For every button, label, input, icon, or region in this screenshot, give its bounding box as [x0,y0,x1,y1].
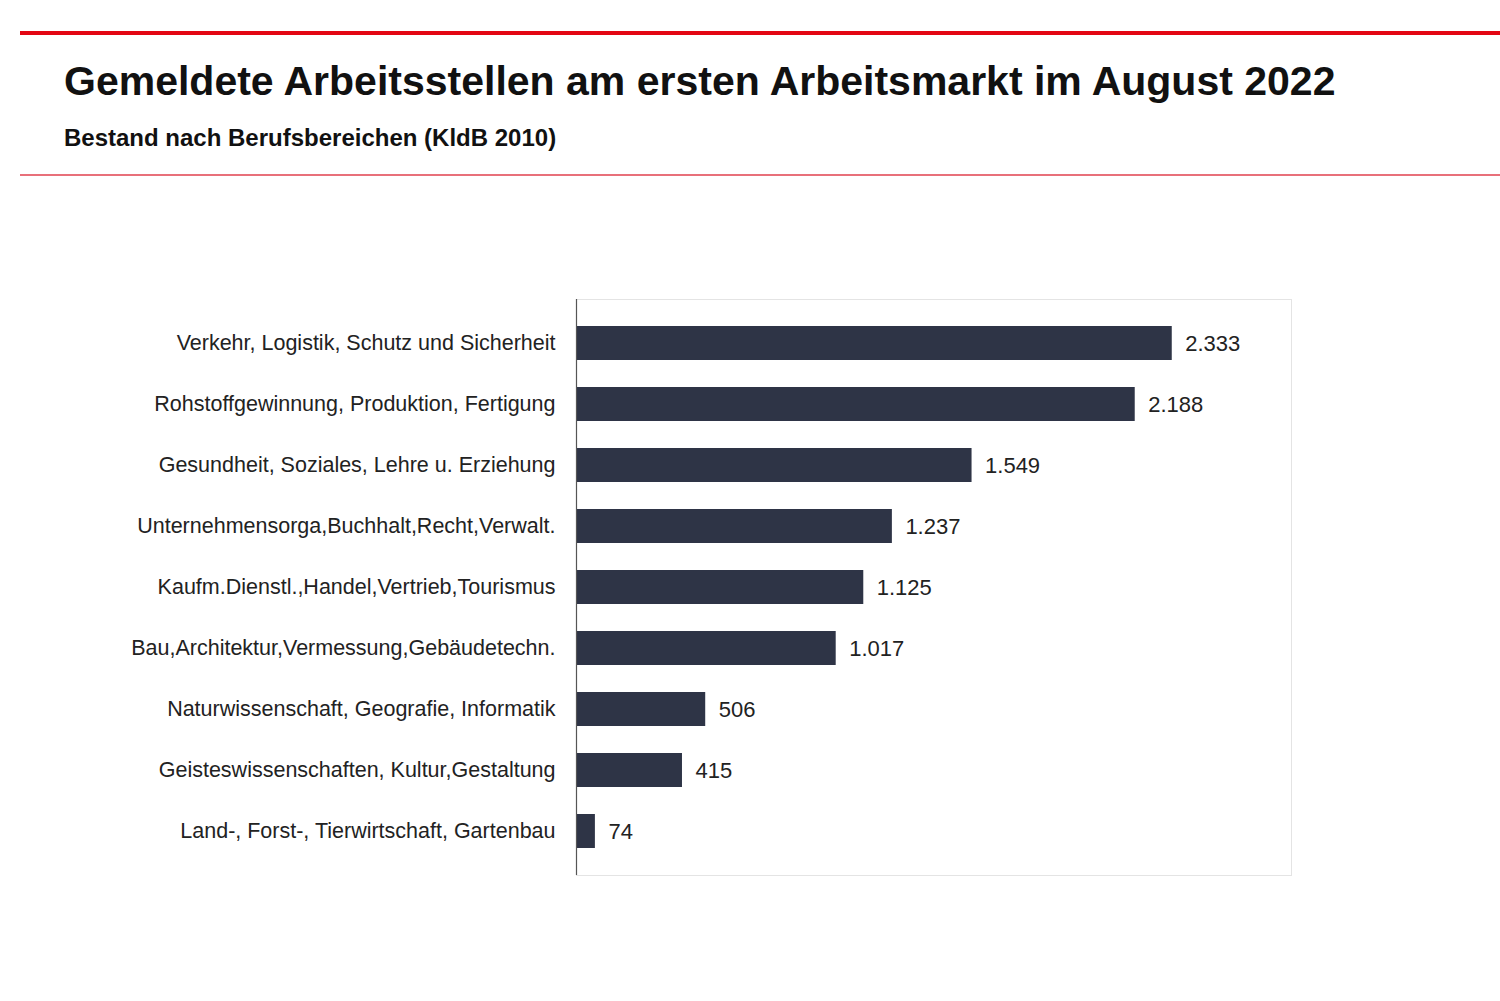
svg-text:Verkehr, Logistik, Schutz und: Verkehr, Logistik, Schutz und Sicherheit [177,331,556,355]
svg-text:Bau,Architektur,Vermessung,Geb: Bau,Architektur,Vermessung,Gebäudetechn. [131,636,555,660]
svg-text:Rohstoffgewinnung, Produktion,: Rohstoffgewinnung, Produktion, Fertigung [154,392,555,416]
html-text:Bestand nach Berufsbereichen (: Bestand nach Berufsbereichen (KldB 2010) [64,124,557,151]
svg-text:2.333: 2.333 [1185,331,1240,356]
svg-text:506: 506 [719,697,756,722]
svg-text:74: 74 [608,819,632,844]
html-text:Gemeldete Arbeitsstellen am er: Gemeldete Arbeitsstellen am ersten Arbei… [64,58,1336,104]
svg-text:2.188: 2.188 [1148,392,1203,417]
svg-text:Gesundheit, Soziales, Lehre u.: Gesundheit, Soziales, Lehre u. Erziehung [159,453,556,477]
svg-text:1.237: 1.237 [905,514,960,539]
svg-text:Land-, Forst-, Tierwirtschaft,: Land-, Forst-, Tierwirtschaft, Gartenbau [180,819,555,843]
svg-text:Geisteswissenschaften, Kultur,: Geisteswissenschaften, Kultur,Gestaltung [159,758,556,782]
svg-text:1.549: 1.549 [985,453,1040,478]
svg-text:415: 415 [695,758,732,783]
svg-text:1.125: 1.125 [877,575,932,600]
svg-text:Unternehmensorga,Buchhalt,Rech: Unternehmensorga,Buchhalt,Recht,Verwalt. [137,514,555,538]
svg-text:Kaufm.Dienstl.,Handel,Vertrieb: Kaufm.Dienstl.,Handel,Vertrieb,Tourismus [158,575,556,599]
svg-text:Naturwissenschaft, Geografie,: Naturwissenschaft, Geografie, Informatik [167,697,556,721]
svg-text:1.017: 1.017 [849,636,904,661]
